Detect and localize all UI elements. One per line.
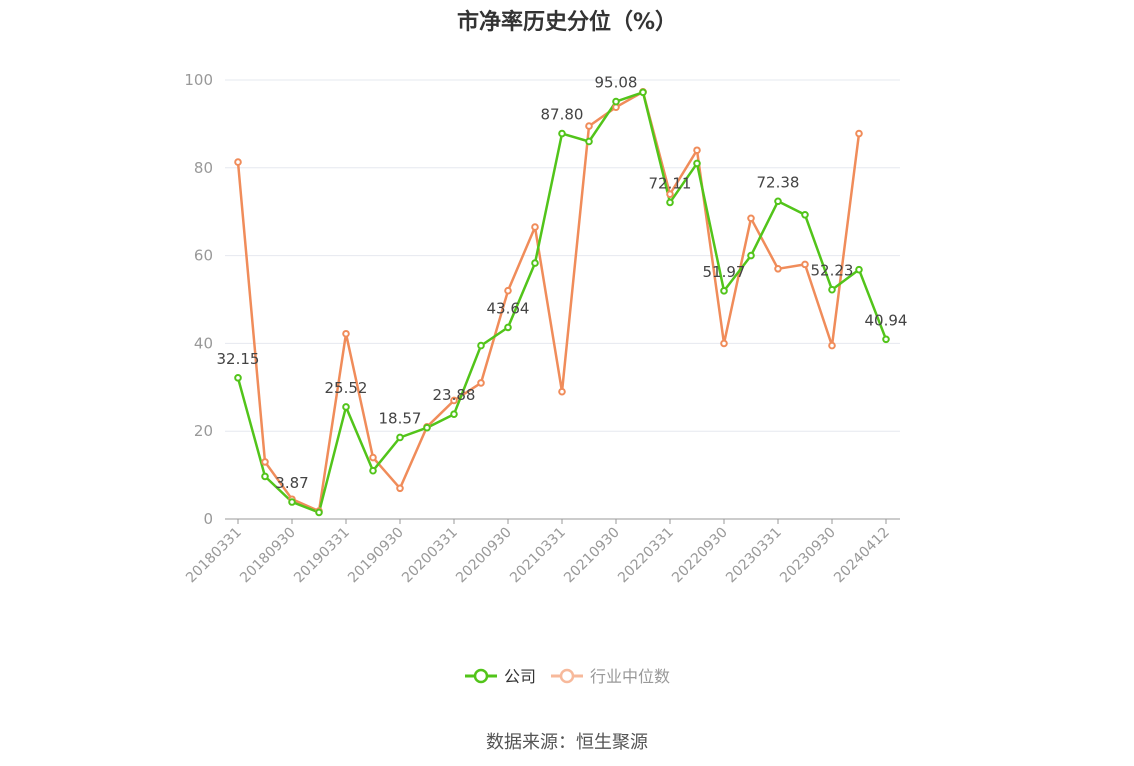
- data-source: 数据来源：恒生聚源: [486, 732, 648, 753]
- data-point-0: [720, 287, 728, 295]
- data-point-1: [234, 158, 242, 166]
- series-points: [234, 88, 890, 517]
- data-point-0: [639, 88, 647, 97]
- data-point-1: [450, 396, 458, 405]
- data-point-1: [504, 286, 512, 295]
- chart-title: 市净率历史分位（%）: [456, 10, 678, 35]
- data-point-0: [315, 508, 323, 517]
- data-point-0: [234, 374, 242, 382]
- data-point-0: [396, 433, 404, 442]
- data-point-1: [828, 341, 836, 350]
- data-point-0: [369, 466, 377, 475]
- series-line-0: [236, 91, 888, 514]
- grid: [225, 79, 900, 432]
- data-point-0: [666, 198, 674, 207]
- x-tick-label: 20230331: [723, 525, 785, 587]
- x-tick-label: 20180331: [183, 525, 245, 587]
- data-point-1: [585, 122, 593, 130]
- data-label: 23.88: [433, 386, 476, 404]
- data-point-1: [369, 453, 377, 462]
- x-tick-label: 20190930: [345, 525, 407, 587]
- legend-label-0: 公司: [504, 667, 536, 686]
- data-point-1: [801, 260, 809, 269]
- legend: 公司 行业中位数: [465, 667, 670, 686]
- data-point-1: [558, 387, 566, 396]
- data-label: 32.15: [217, 350, 260, 368]
- x-tick-label: 20240412: [831, 525, 893, 587]
- data-label: 40.94: [865, 311, 908, 329]
- data-point-1: [261, 458, 269, 466]
- data-label: 95.08: [595, 74, 638, 92]
- data-label: 72.11: [649, 174, 692, 192]
- data-point-0: [504, 323, 512, 332]
- legend-label-1: 行业中位数: [590, 667, 670, 686]
- data-point-0: [882, 335, 890, 344]
- series-line-1: [236, 90, 861, 513]
- y-tick-label: 60: [194, 247, 213, 265]
- legend-marker-0: [473, 668, 489, 684]
- data-point-1: [720, 339, 728, 348]
- data-label: 18.57: [379, 409, 422, 427]
- data-point-1: [477, 379, 485, 387]
- x-tick-label: 20220331: [615, 525, 677, 587]
- data-label: 3.87: [275, 474, 308, 492]
- data-point-1: [531, 223, 539, 231]
- x-tick-label: 20200331: [399, 525, 461, 587]
- data-point-0: [288, 498, 296, 506]
- data-point-0: [423, 423, 431, 432]
- data-labels: 32.15 3.87 25.52 18.57 23.88 43.64 87.80 95.08 7…: [217, 74, 908, 492]
- data-point-0: [261, 472, 269, 481]
- y-tick-label: 20: [194, 422, 213, 440]
- data-point-0: [477, 341, 485, 350]
- x-tick-label: 20180930: [237, 525, 299, 587]
- data-point-1: [747, 214, 755, 223]
- legend-marker-1: [559, 668, 575, 684]
- data-point-0: [585, 137, 593, 146]
- data-point-0: [450, 410, 458, 418]
- data-point-1: [396, 484, 404, 493]
- data-label: 72.38: [757, 173, 800, 191]
- data-point-0: [693, 159, 701, 168]
- data-point-0: [855, 265, 863, 274]
- data-label: 25.52: [325, 379, 368, 397]
- x-tick-label: 20190331: [291, 525, 353, 587]
- data-point-0: [558, 129, 566, 138]
- data-point-1: [774, 264, 782, 273]
- data-label: 51.97: [703, 263, 746, 281]
- x-tick-label: 20200930: [453, 525, 515, 587]
- data-point-0: [612, 97, 620, 106]
- data-point-0: [342, 403, 350, 411]
- data-point-1: [855, 129, 863, 138]
- data-point-0: [531, 259, 539, 267]
- x-tick-label: 20210331: [507, 525, 569, 587]
- x-tick-label: 20210930: [561, 525, 623, 587]
- x-tick-label: 20220930: [669, 525, 731, 587]
- data-point-0: [801, 210, 809, 219]
- data-point-1: [342, 329, 350, 338]
- x-tick-label: 20230930: [777, 525, 839, 587]
- x-axis: 2018033120180930201903312019093020200331…: [183, 518, 900, 587]
- data-label: 52.23: [811, 262, 854, 280]
- data-point-0: [828, 285, 836, 294]
- data-point-1: [666, 190, 674, 198]
- y-tick-label: 0: [203, 510, 213, 528]
- data-point-0: [774, 197, 782, 206]
- data-point-1: [693, 146, 701, 155]
- y-tick-label: 40: [194, 334, 213, 352]
- y-axis-ticks: 0 20 40 60 80 100: [184, 71, 213, 528]
- data-label: 43.64: [487, 299, 530, 317]
- y-tick-label: 80: [194, 159, 213, 177]
- y-tick-label: 100: [184, 71, 213, 89]
- data-label: 87.80: [541, 106, 584, 124]
- data-point-0: [747, 251, 755, 260]
- series-lines: [236, 90, 888, 514]
